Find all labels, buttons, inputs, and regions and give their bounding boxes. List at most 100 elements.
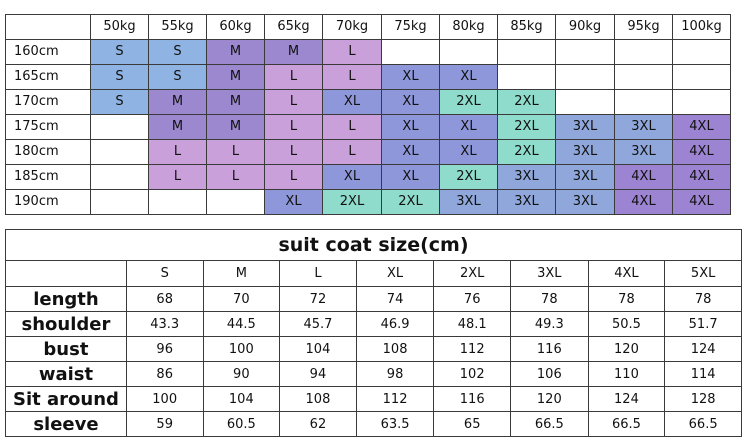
coat-size-header: L — [279, 260, 357, 287]
size-cell: XL — [439, 139, 498, 165]
size-cell: L — [264, 114, 323, 140]
measurement-value: 112 — [433, 336, 512, 362]
size-cell — [497, 39, 556, 65]
measurement-value: 112 — [355, 386, 435, 412]
measurement-value: 120 — [510, 386, 589, 412]
measurement-value: 106 — [510, 361, 589, 387]
measurement-label: waist — [5, 361, 127, 387]
height-label: 180cm — [5, 139, 91, 165]
measurement-row: Sit around 100 104 108 112 116 120 124 128 — [5, 386, 742, 412]
measurement-value: 74 — [355, 286, 435, 312]
size-cell — [90, 114, 149, 140]
size-cell: M — [148, 89, 207, 115]
weight-header-cell: 90kg — [555, 14, 615, 40]
measurement-value: 96 — [125, 336, 204, 362]
measurement-value: 45.7 — [279, 311, 357, 337]
coat-size-header: M — [202, 260, 281, 287]
measurement-value: 72 — [279, 286, 357, 312]
size-cell: XL — [322, 164, 382, 190]
size-cell: XL — [381, 139, 440, 165]
measurement-value: 116 — [510, 336, 589, 362]
weight-header-cell: 95kg — [614, 14, 673, 40]
size-cell — [497, 64, 556, 90]
weight-header-cell: 70kg — [322, 14, 382, 40]
height-row: 175cm M M L L XL XL 2XL 3XL 3XL 4XL — [5, 114, 731, 140]
height-row: 185cm L L L XL XL 2XL 3XL 3XL 4XL 4XL — [5, 164, 731, 190]
height-row: 180cm L L L L XL XL 2XL 3XL 3XL 4XL — [5, 139, 731, 165]
size-cell: L — [322, 39, 382, 65]
size-cell — [614, 89, 673, 115]
measurement-value: 102 — [433, 361, 512, 387]
measurement-value: 94 — [279, 361, 357, 387]
measurement-value: 100 — [202, 336, 281, 362]
measurement-row: length 68 70 72 74 76 78 78 78 — [5, 286, 742, 312]
size-chart-grid: 50kg 55kg 60kg 65kg 70kg 75kg 80kg 85kg 90kg 95kg… — [5, 14, 731, 215]
height-label: 185cm — [5, 164, 91, 190]
size-cell: L — [148, 139, 207, 165]
height-label: 170cm — [5, 89, 91, 115]
size-cell: L — [206, 139, 265, 165]
size-cell — [555, 64, 615, 90]
height-row: 170cm S M M L XL XL 2XL 2XL — [5, 89, 731, 115]
size-cell: 4XL — [672, 114, 731, 140]
measurement-value: 124 — [664, 336, 742, 362]
measurement-value: 108 — [279, 386, 357, 412]
size-cell: 2XL — [322, 189, 382, 215]
height-label: 160cm — [5, 39, 91, 65]
size-cell: M — [264, 39, 323, 65]
measurement-value: 49.3 — [510, 311, 589, 337]
size-cell: XL — [322, 89, 382, 115]
measurement-row: shoulder 43.3 44.5 45.7 46.9 48.1 49.3 50.5 51.7 — [5, 311, 742, 337]
size-cell — [206, 189, 265, 215]
size-cell: L — [322, 64, 382, 90]
coat-size-header: S — [125, 260, 204, 287]
size-cell — [555, 89, 615, 115]
weight-header-cell: 75kg — [381, 14, 440, 40]
size-cell: 4XL — [672, 164, 731, 190]
measurement-value: 70 — [202, 286, 281, 312]
weight-header-cell: 55kg — [148, 14, 207, 40]
size-cell: 2XL — [381, 189, 440, 215]
measurement-label: length — [5, 286, 127, 312]
measurement-value: 114 — [664, 361, 742, 387]
size-cell: L — [264, 164, 323, 190]
measurement-value: 63.5 — [355, 411, 435, 437]
size-cell — [90, 139, 149, 165]
measurement-value: 68 — [125, 286, 204, 312]
size-cell: XL — [439, 114, 498, 140]
size-cell: S — [90, 89, 149, 115]
weight-header-cell: 100kg — [672, 14, 731, 40]
size-cell: L — [264, 139, 323, 165]
measurement-value: 60.5 — [202, 411, 281, 437]
weight-header-cell: 85kg — [497, 14, 556, 40]
size-cell: S — [148, 39, 207, 65]
measurement-value: 108 — [355, 336, 435, 362]
size-cell: 2XL — [439, 89, 498, 115]
coat-table-title: suit coat size(cm) — [5, 229, 742, 261]
coat-size-header: 2XL — [433, 260, 512, 287]
measurement-value: 104 — [279, 336, 357, 362]
coat-size-header: 4XL — [587, 260, 666, 287]
measurement-value: 116 — [433, 386, 512, 412]
measurement-value: 50.5 — [587, 311, 666, 337]
size-cell — [90, 164, 149, 190]
measurement-value: 51.7 — [664, 311, 742, 337]
size-cell: 3XL — [555, 164, 615, 190]
measurement-value: 76 — [433, 286, 512, 312]
measurement-value: 48.1 — [433, 311, 512, 337]
size-cell — [614, 64, 673, 90]
measurement-value: 65 — [433, 411, 512, 437]
measurement-label: sleeve — [5, 411, 127, 437]
height-label: 175cm — [5, 114, 91, 140]
weight-header-cell: 60kg — [206, 14, 265, 40]
measurement-value: 46.9 — [355, 311, 435, 337]
size-cell: 2XL — [497, 89, 556, 115]
size-cell: XL — [439, 64, 498, 90]
measurement-value: 78 — [510, 286, 589, 312]
measurement-value: 110 — [587, 361, 666, 387]
size-cell: 2XL — [497, 139, 556, 165]
measurement-label: Sit around — [5, 386, 127, 412]
size-cell: XL — [381, 114, 440, 140]
size-cell: XL — [264, 189, 323, 215]
size-cell: 4XL — [614, 189, 673, 215]
